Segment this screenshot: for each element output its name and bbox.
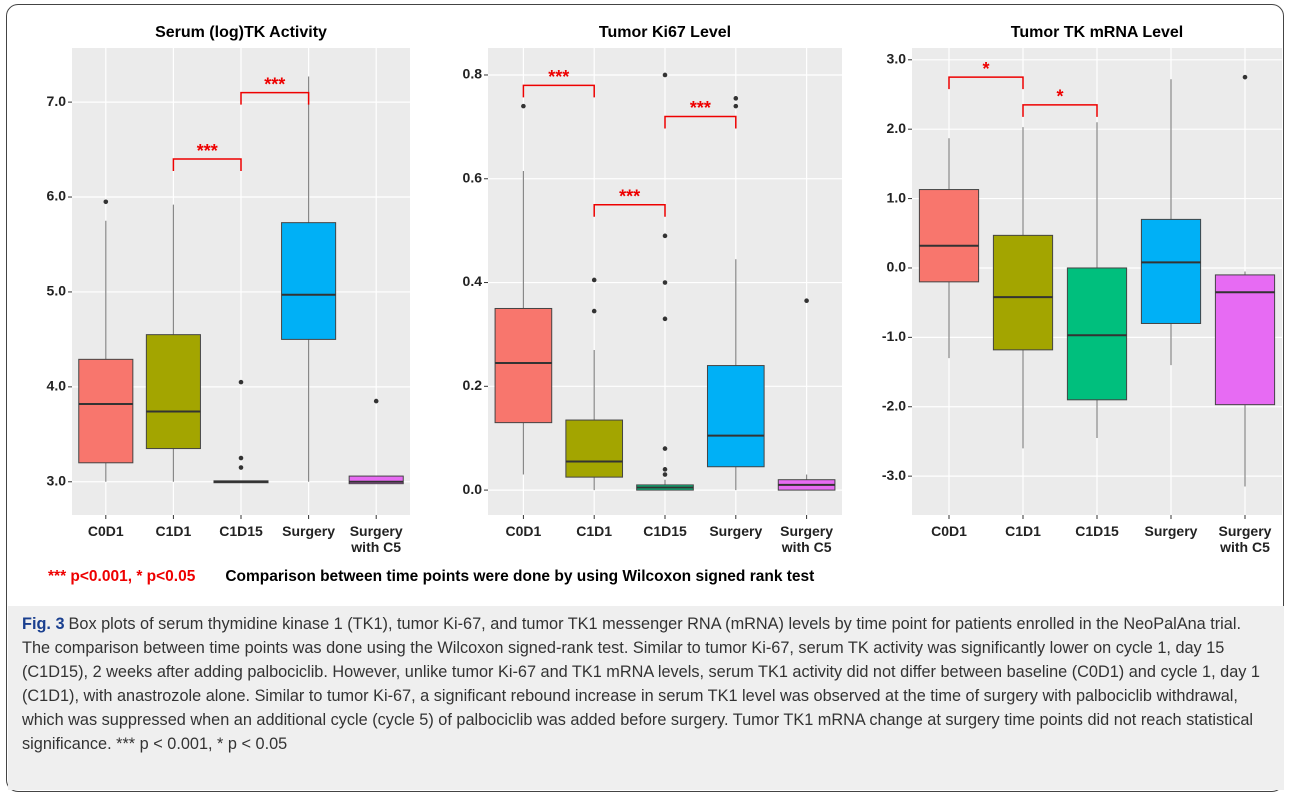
box <box>78 358 134 464</box>
outlier <box>662 280 668 285</box>
outlier <box>662 316 668 322</box>
significance-stars: *** <box>264 74 285 94</box>
outlier <box>662 446 668 451</box>
significance-stars: *** <box>690 98 711 118</box>
significance-note: *** p<0.001, * p<0.05 Comparison between … <box>48 568 814 586</box>
significance-stars: * <box>1056 87 1063 107</box>
outlier <box>373 398 379 404</box>
outlier <box>103 199 109 205</box>
x-tick-label: C0D1 <box>87 523 124 539</box>
outlier <box>591 277 597 283</box>
chart: Serum (log)TK Activity3.04.05.06.07.0***… <box>47 24 1282 519</box>
outlier <box>662 467 668 472</box>
x-tick-label: C1D1 <box>155 523 192 539</box>
outlier <box>804 298 809 303</box>
x-tick-label: C1D15 <box>643 523 687 539</box>
y-tick-label: 0.8 <box>463 66 483 82</box>
outlier <box>662 72 668 78</box>
x-tick-label: C1D1 <box>576 523 613 539</box>
x-tick-label: Surgery <box>1144 523 1198 539</box>
x-tick-label: Surgery with C5 <box>780 523 834 555</box>
figure-frame <box>6 4 1284 792</box>
box <box>281 222 337 340</box>
y-tick-label: 7.0 <box>47 93 67 109</box>
box <box>1140 218 1202 324</box>
outlier <box>733 103 739 109</box>
significance-stars: *** <box>548 67 569 87</box>
x-tick-label: C0D1 <box>505 523 542 539</box>
significance-bracket <box>1022 104 1098 117</box>
x-tick-label: C1D1 <box>1005 523 1041 539</box>
y-tick-label: 0.4 <box>463 273 483 289</box>
box <box>706 365 765 468</box>
outlier <box>662 472 668 477</box>
box <box>565 419 624 478</box>
x-tick-label: Surgery <box>709 523 763 539</box>
y-tick-label: 1.0 <box>887 189 907 205</box>
x-tick-label: C1D15 <box>1075 523 1119 539</box>
x-tick-label: Surgery <box>282 523 336 539</box>
y-tick-label: 4.0 <box>47 378 67 394</box>
significance-legend: *** p<0.001, * p<0.05 <box>48 568 196 585</box>
y-tick-label: 3.0 <box>887 50 907 66</box>
outlier <box>662 233 668 239</box>
box <box>992 234 1054 351</box>
box <box>1066 267 1128 401</box>
significance-bracket <box>948 76 1024 90</box>
outlier <box>733 96 739 101</box>
significance-stars: * <box>982 59 989 79</box>
caption-text: Box plots of serum thymidine kinase 1 (T… <box>22 615 1260 753</box>
x-tick-label: Surgery with C5 <box>349 523 403 555</box>
x-tick-label: C1D15 <box>219 523 263 539</box>
significance-bracket <box>664 115 737 129</box>
outlier <box>238 455 244 461</box>
caption-label: Fig. 3 <box>22 615 65 633</box>
chart-title: Tumor TK mRNA Level <box>1011 24 1183 41</box>
box <box>1214 274 1276 406</box>
y-tick-label: 2.0 <box>887 120 907 136</box>
note-text: Comparison between time points were done… <box>225 568 815 585</box>
chart-title: Serum (log)TK Activity <box>155 24 327 41</box>
box <box>918 189 980 283</box>
significance-bracket <box>593 203 666 217</box>
y-tick-label: 5.0 <box>47 283 67 299</box>
significance-stars: *** <box>619 186 640 206</box>
y-tick-label: -2.0 <box>882 397 906 413</box>
x-tick-label: C0D1 <box>931 523 967 539</box>
y-tick-label: -3.0 <box>882 467 906 483</box>
outlier <box>1242 74 1248 80</box>
outlier <box>238 379 244 385</box>
x-tick-label: Surgery with C5 <box>1218 523 1272 555</box>
box <box>348 475 404 485</box>
y-tick-label: 0.2 <box>463 377 483 393</box>
outlier <box>591 308 597 314</box>
chart-title: Tumor Ki67 Level <box>599 24 731 41</box>
y-tick-label: 6.0 <box>47 188 67 204</box>
y-tick-label: -1.0 <box>882 328 906 344</box>
significance-bracket <box>172 158 242 172</box>
outlier <box>521 103 526 109</box>
box <box>145 334 201 450</box>
significance-bracket <box>522 84 595 98</box>
outlier <box>238 465 244 470</box>
y-tick-label: 0.6 <box>463 169 483 185</box>
y-tick-label: 0.0 <box>887 259 907 275</box>
y-tick-label: 0.0 <box>463 481 483 497</box>
significance-bracket <box>240 91 310 105</box>
caption: Fig. 3 Box plots of serum thymidine kinas… <box>8 606 1284 790</box>
box <box>494 307 553 424</box>
significance-stars: *** <box>197 141 218 161</box>
y-tick-label: 3.0 <box>47 472 67 488</box>
